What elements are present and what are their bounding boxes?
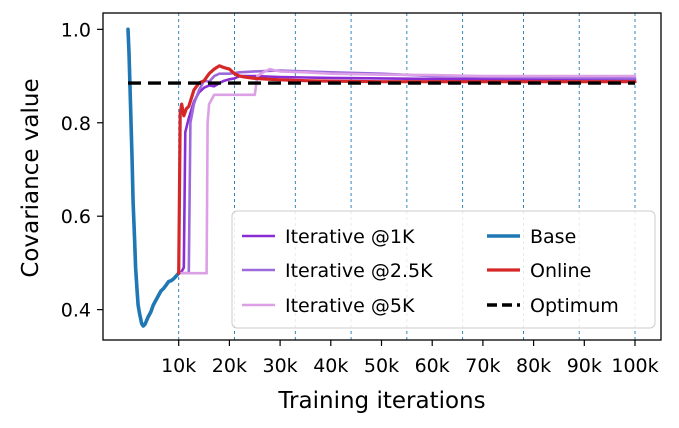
- x-tick-label: 70k: [465, 355, 500, 377]
- legend-label: Iterative @1K: [285, 226, 415, 248]
- legend: Iterative @1K Iterative @2.5K Iterative @5…: [231, 210, 656, 329]
- x-axis-ticks: 10k 20k 30k 40k 50k 60k 70k 80k 90k 100k: [161, 340, 659, 377]
- legend-box: [231, 210, 656, 329]
- y-tick-label: 0.6: [61, 206, 91, 228]
- x-tick-label: 10k: [161, 355, 196, 377]
- legend-label: Optimum: [530, 295, 619, 317]
- legend-label: Base: [530, 226, 576, 248]
- x-axis-label: Training iterations: [277, 388, 485, 414]
- x-tick-label: 20k: [212, 355, 247, 377]
- legend-label: Iterative @5K: [285, 295, 415, 317]
- legend-label: Iterative @2.5K: [285, 260, 433, 282]
- x-tick-label: 80k: [516, 355, 551, 377]
- y-axis-label: Covariance value: [18, 78, 44, 277]
- x-tick-label: 60k: [415, 355, 450, 377]
- x-tick-label: 40k: [313, 355, 348, 377]
- y-tick-label: 0.8: [61, 113, 91, 135]
- x-tick-label: 50k: [364, 355, 399, 377]
- legend-label: Online: [530, 260, 591, 282]
- series-line-iterative-5k: [177, 67, 637, 275]
- series-line-base: [126, 27, 181, 328]
- x-tick-label: 100k: [611, 355, 658, 377]
- y-axis-ticks: 0.4 0.6 0.8 1.0: [61, 19, 103, 322]
- series-line-iterative-1k: [177, 74, 637, 275]
- series-layer: [126, 27, 637, 328]
- y-tick-label: 1.0: [61, 19, 91, 41]
- x-tick-label: 30k: [263, 355, 298, 377]
- x-tick-label: 90k: [567, 355, 602, 377]
- series-line-online: [177, 64, 637, 275]
- y-tick-label: 0.4: [61, 300, 91, 322]
